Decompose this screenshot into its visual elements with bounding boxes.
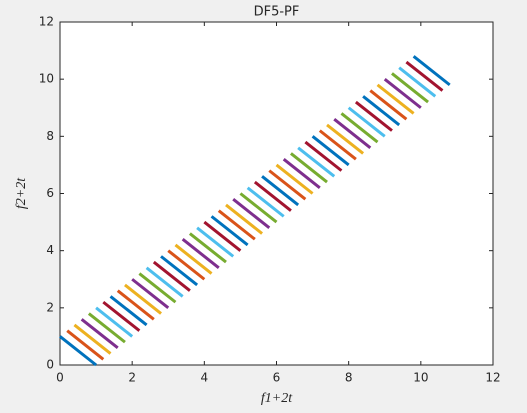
pareto-curve — [95, 306, 134, 338]
pareto-curve — [167, 249, 206, 281]
pareto-curve — [369, 89, 408, 121]
pareto-curve — [275, 163, 314, 195]
pareto-curve — [412, 55, 451, 87]
pareto-curve — [174, 243, 213, 275]
pareto-curve — [124, 283, 162, 315]
pareto-curve — [391, 72, 429, 104]
pareto-curve — [138, 272, 177, 304]
pareto-curve — [376, 83, 415, 115]
pareto-curve — [181, 238, 220, 269]
y-axis-label: f2+2t — [14, 177, 29, 209]
pareto-curve — [383, 77, 422, 109]
pareto-curve — [160, 255, 199, 287]
x-tick-label: 8 — [345, 371, 353, 385]
axes-box — [59, 21, 494, 366]
pareto-curve — [333, 118, 372, 149]
y-tick-label: 12 — [39, 15, 54, 29]
pareto-curve — [340, 112, 379, 144]
y-tick-label: 4 — [46, 243, 54, 257]
pareto-curve — [80, 318, 119, 350]
pareto-curve — [116, 289, 155, 321]
chart-title: DF5-PF — [254, 5, 300, 20]
pareto-curve — [109, 295, 148, 327]
pareto-curve — [225, 203, 263, 235]
pareto-curve — [347, 106, 386, 138]
pareto-curve — [131, 278, 170, 310]
pareto-curve — [282, 158, 321, 189]
y-tick-label: 6 — [46, 186, 54, 200]
pareto-curve — [326, 123, 365, 155]
y-tick-label: 8 — [46, 129, 54, 143]
pareto-curve — [152, 260, 191, 292]
pareto-curve — [66, 329, 105, 361]
x-axis-label: f1+2t — [261, 391, 293, 406]
pareto-curve — [217, 209, 256, 241]
pareto-curve — [405, 60, 444, 92]
pareto-curve — [290, 152, 328, 184]
pareto-curve — [145, 266, 184, 298]
pareto-curve — [73, 323, 112, 355]
pareto-curve — [253, 180, 292, 212]
pareto-curve — [246, 186, 285, 218]
x-tick-label: 2 — [128, 371, 136, 385]
pareto-curve — [297, 146, 336, 178]
pareto-curve — [232, 198, 271, 229]
pareto-curve — [210, 215, 249, 247]
pareto-curve — [239, 192, 278, 224]
pareto-curve — [87, 312, 126, 344]
pareto-curve — [318, 129, 357, 161]
pareto-curve — [261, 175, 300, 207]
pareto-curve — [268, 169, 307, 201]
x-tick-label: 4 — [201, 371, 209, 385]
pareto-curve — [398, 66, 437, 98]
pareto-curve — [311, 135, 350, 167]
x-tick-label: 0 — [56, 371, 64, 385]
pareto-curve — [196, 226, 235, 258]
x-tick-label: 12 — [485, 371, 500, 385]
pareto-curve — [354, 100, 393, 132]
pareto-curve — [59, 335, 98, 367]
y-tick-label: 10 — [39, 72, 54, 86]
pareto-curve — [203, 220, 242, 252]
pareto-curve — [304, 140, 343, 172]
y-tick-label: 2 — [46, 300, 54, 314]
y-tick-label: 0 — [46, 358, 54, 372]
pareto-curve — [188, 232, 227, 264]
pareto-curve — [102, 300, 141, 332]
x-tick-label: 10 — [413, 371, 428, 385]
pareto-curve — [362, 95, 401, 127]
x-tick-label: 6 — [273, 371, 281, 385]
